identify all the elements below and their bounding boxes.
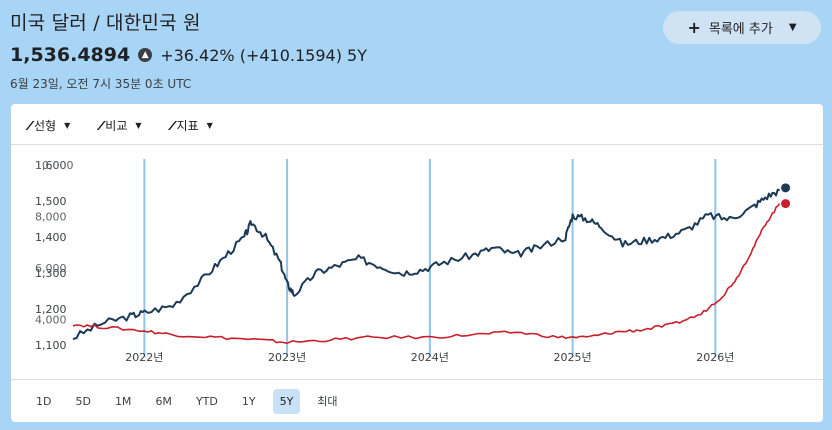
caret-down-icon: ▼ [64,121,71,130]
series-line-0 [72,188,780,340]
arrow-up-icon: ▲ [138,48,153,62]
chart-toolbar: ⁄⁄⁄ 선형 ▼ ⁄⁄⁄⁄ 비교 ▼ ⁄⁄⁄⁄ 지표 ▼ [29,117,213,134]
y-right-tick-label: 8,000 [35,210,67,223]
range-selector: 1D 5D 1M 6M YTD 1Y 5Y 최대 [29,387,345,415]
chart-type-button[interactable]: ⁄⁄⁄ 선형 ▼ [29,117,70,134]
compare-button[interactable]: ⁄⁄⁄⁄ 비교 ▼ [100,117,141,134]
price-change: +36.42% (+410.1594) 5Y [160,45,367,65]
series-line-1 [72,203,781,345]
chart-type-label: 선형 [34,119,57,133]
indicator-button[interactable]: ⁄⁄⁄⁄ 지표 ▼ [172,117,213,134]
compare-label: 비교 [105,119,128,133]
range-button-1[interactable]: 5D [75,394,91,408]
timestamp: 6월 23일, 오전 7시 35분 0초 UTC [10,77,192,91]
y-left-tick-label: 1,300 [35,267,67,280]
range-button-2[interactable]: 1M [114,394,132,408]
price-row: 1,536.4894 ▲ +36.42% (+410.1594) 5Y [10,44,367,66]
caret-down-icon: ▼ [135,121,142,130]
y-right-tick-label: 4,000 [35,313,67,326]
y-left-tick-label: 1,600 [35,159,67,172]
y-left-tick-label: 1,100 [35,339,67,352]
page-title: 미국 달러 / 대한민국 원 [10,12,201,34]
y-left-tick-label: 1,500 [35,195,67,208]
y-right-tick-label: 10,000 [35,159,74,172]
indicator-label: 지표 [176,119,199,133]
range-button-7[interactable]: 최대 [317,395,338,408]
range-button-5[interactable]: 1Y [241,394,256,408]
range-button-6[interactable]: 5Y [272,388,301,414]
range-button-4[interactable]: YTD [195,394,218,408]
range-button-0[interactable]: 1D [36,394,52,408]
range-button-3[interactable]: 6M [155,394,172,408]
caret-down-icon: ▼ [206,121,213,130]
plus-icon: + [687,18,701,37]
x-tick-label: 2026년 [696,351,734,364]
add-to-watchlist-label: 목록에 추가 [708,22,773,37]
end-marker-dot [781,199,791,209]
end-marker-dot [781,183,791,193]
chart-panel: ⁄⁄⁄ 선형 ▼ ⁄⁄⁄⁄ 비교 ▼ ⁄⁄⁄⁄ 지표 ▼ 2022년 2023년 2… [11,104,823,422]
add-to-watchlist-button[interactable]: + 목록에 추가 ▼ [663,11,821,44]
x-tick-label: 2022년 [125,351,163,364]
x-tick-label: 2024년 [411,351,449,364]
chart-svg[interactable]: 2022년 2023년 2024년 2025년 2026년 1,100 1,200 1,300… [11,145,823,381]
y-right-tick-label: 6,000 [35,262,67,275]
current-price: 1,536.4894 [10,44,131,66]
x-tick-label: 2023년 [268,351,306,364]
caret-down-icon[interactable]: ▼ [788,22,797,33]
x-tick-label: 2025년 [554,351,592,364]
y-left-tick-label: 1,200 [35,303,67,316]
price-chart[interactable]: 2022년 2023년 2024년 2025년 2026년 1,100 1,200 1,300… [11,144,823,380]
y-left-tick-label: 1,400 [35,231,67,244]
